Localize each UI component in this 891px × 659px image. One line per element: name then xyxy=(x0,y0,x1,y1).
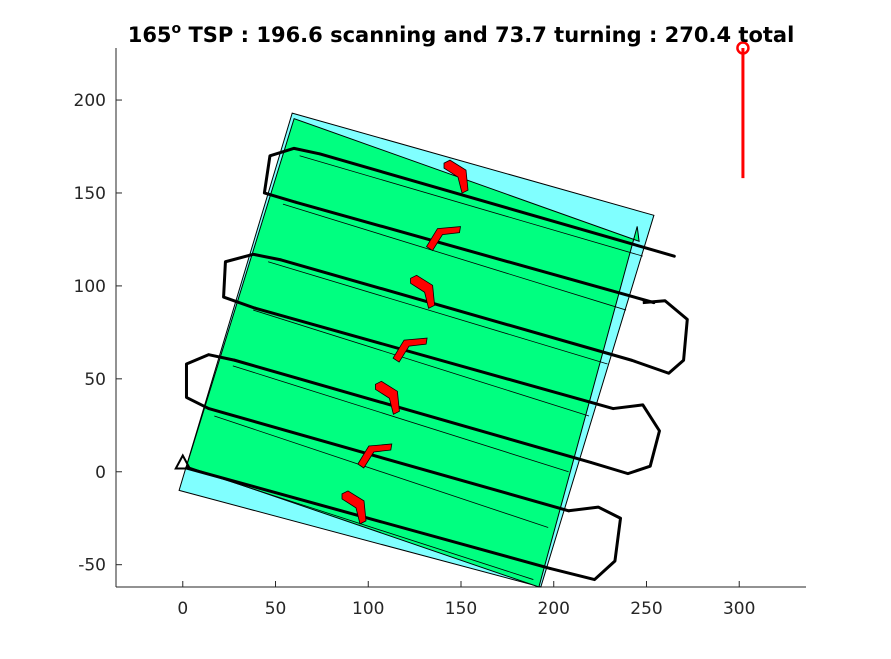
y-tick-label: 50 xyxy=(84,370,106,390)
markers-layer xyxy=(174,41,750,470)
direction-arrow xyxy=(341,490,367,525)
x-tick-label: 0 xyxy=(177,599,188,619)
scan-pass-line xyxy=(233,358,593,464)
title-rest: TSP : 196.6 scanning and 73.7 turning : … xyxy=(181,23,794,47)
x-tick-label: 300 xyxy=(723,599,755,619)
scan-pass-line xyxy=(318,152,676,258)
turn-loop-path xyxy=(184,353,236,410)
x-tick-label: 50 xyxy=(265,599,287,619)
chart-title: 165o TSP : 196.6 scanning and 73.7 turni… xyxy=(128,21,795,47)
x-tick-label: 100 xyxy=(352,599,384,619)
path-layer xyxy=(184,146,689,582)
scan-pass-line xyxy=(294,200,656,305)
turn-loop-path xyxy=(631,299,689,375)
title-angle: 165 xyxy=(128,23,172,47)
x-tick-label: 150 xyxy=(445,599,477,619)
direction-arrow xyxy=(392,337,428,363)
ticks-layer: 0 50 100 150 200 250 300 -50 0 50 100 150 200 xyxy=(74,91,756,619)
x-tick-label: 200 xyxy=(538,599,570,619)
strip-boundary-line xyxy=(267,261,608,365)
scan-pass-line xyxy=(279,258,634,362)
turn-loop-path xyxy=(222,252,282,310)
y-tick-label: 200 xyxy=(74,91,106,111)
y-tick-label: -50 xyxy=(78,556,106,576)
direction-arrow xyxy=(374,380,400,415)
direction-arrow xyxy=(410,274,436,309)
strip-lines-layer xyxy=(188,155,643,580)
turn-loop-path xyxy=(262,146,321,204)
strip-boundary-line xyxy=(214,415,549,528)
start-marker xyxy=(174,453,192,470)
y-tick-label: 100 xyxy=(74,277,106,297)
y-tick-label: 150 xyxy=(74,184,106,204)
strip-boundary-line xyxy=(253,309,590,417)
title-degree: o xyxy=(172,21,182,37)
direction-arrow xyxy=(425,226,461,252)
turn-loop-path xyxy=(590,403,661,476)
direction-arrows-layer xyxy=(341,159,469,525)
strip-boundary-line xyxy=(299,155,643,257)
scan-pass-line xyxy=(184,466,552,570)
scan-pass-line xyxy=(253,306,615,411)
strip-boundary-line xyxy=(282,203,627,311)
strip-boundary-line xyxy=(232,365,569,473)
wind-indicator-circle xyxy=(736,41,750,55)
y-tick-label: 0 xyxy=(95,463,106,483)
x-tick-label: 250 xyxy=(630,599,662,619)
direction-arrow xyxy=(443,159,469,194)
turn-loop-path xyxy=(549,505,623,582)
direction-arrow xyxy=(357,443,393,469)
scan-pass-line xyxy=(207,407,571,513)
